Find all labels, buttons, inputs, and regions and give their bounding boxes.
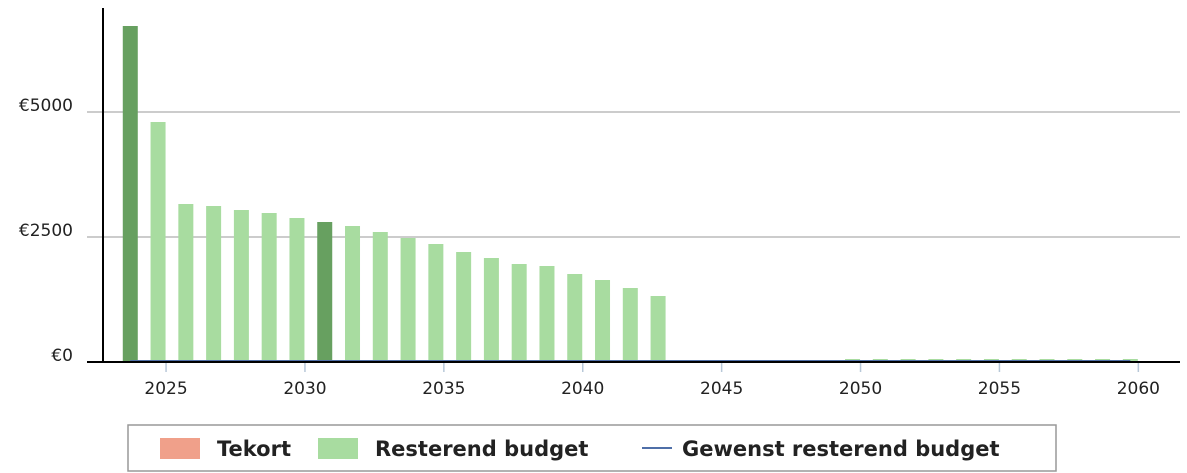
legend-swatch bbox=[160, 438, 200, 459]
bar bbox=[289, 218, 305, 362]
x-tick-label: 2050 bbox=[839, 379, 882, 399]
legend-swatch bbox=[318, 438, 358, 459]
bar bbox=[400, 238, 416, 362]
x-tick-label: 2055 bbox=[978, 379, 1021, 399]
bar bbox=[178, 204, 194, 362]
bar bbox=[233, 210, 249, 362]
x-tick-label: 2060 bbox=[1117, 379, 1160, 399]
y-tick-label: €5000 bbox=[19, 96, 73, 116]
x-tick-label: 2040 bbox=[561, 379, 604, 399]
bar bbox=[317, 222, 333, 362]
bar bbox=[456, 252, 472, 362]
y-tick-label: €2500 bbox=[19, 221, 73, 241]
x-tick-label: 2030 bbox=[283, 379, 326, 399]
legend-label: Gewenst resterend budget bbox=[682, 437, 1000, 461]
bar bbox=[428, 244, 444, 362]
bar bbox=[567, 274, 583, 362]
legend-label: Tekort bbox=[217, 437, 291, 461]
bar bbox=[150, 122, 166, 362]
bar bbox=[511, 264, 527, 362]
legend-box bbox=[127, 424, 1057, 472]
bar bbox=[206, 206, 222, 362]
bar bbox=[539, 266, 555, 362]
bar bbox=[595, 280, 611, 362]
bar bbox=[650, 296, 666, 362]
bar bbox=[261, 213, 277, 362]
x-tick-label: 2035 bbox=[422, 379, 465, 399]
bar bbox=[622, 288, 638, 362]
y-tick-label: €0 bbox=[51, 346, 73, 366]
x-tick-label: 2025 bbox=[144, 379, 187, 399]
legend-label: Resterend budget bbox=[375, 437, 588, 461]
bar bbox=[372, 232, 388, 362]
x-tick-label: 2045 bbox=[700, 379, 743, 399]
bar bbox=[122, 26, 138, 362]
bar bbox=[483, 258, 499, 362]
bar bbox=[345, 226, 361, 362]
